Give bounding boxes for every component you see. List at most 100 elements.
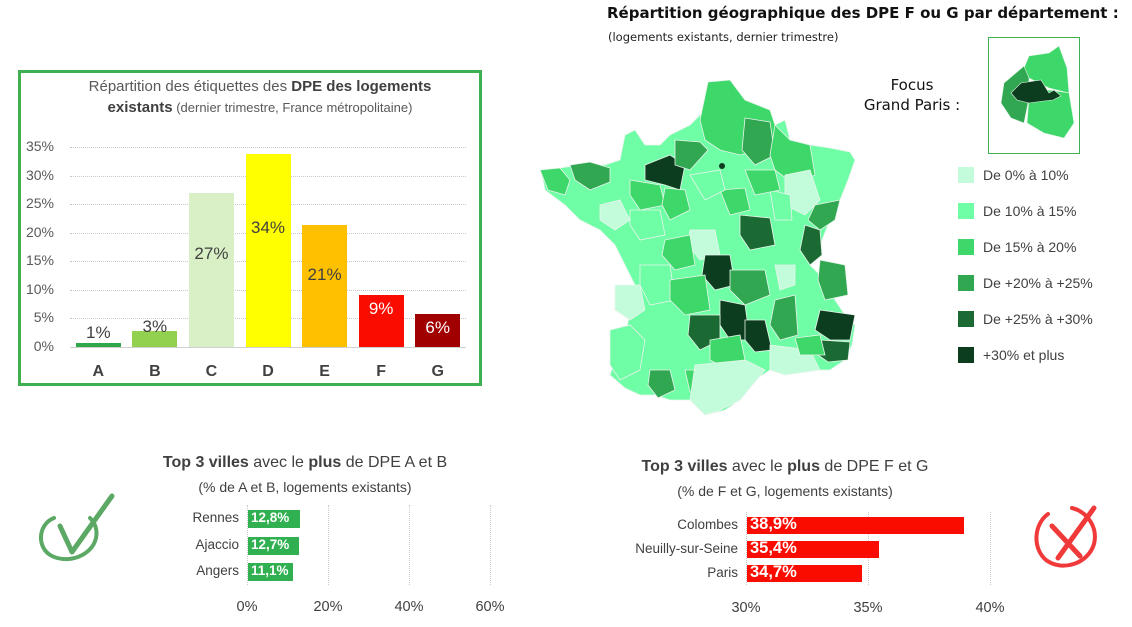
bar-label: 9% [368,299,394,318]
top-fg-title-mid: avec le [727,458,788,475]
map-region [674,139,709,171]
x-tick-label: 20% [313,599,343,615]
city-label: Rennes [192,510,239,525]
gridline [328,505,329,585]
focus-grand-paris-label: Focus Grand Paris : [852,75,972,115]
legend-swatch [958,311,974,327]
map-region [614,284,646,321]
bar-value-label: 12,8% [251,510,290,525]
x-category-label: G [431,363,444,380]
map-region [719,187,751,216]
hbar [248,510,300,528]
y-tick-label: 5% [33,309,54,326]
bar-value-label: 12,7% [251,536,290,552]
x-tick-label: 40% [394,599,424,615]
top-fg-title-end: de DPE F et G [819,458,929,475]
map-region [599,199,631,231]
y-tick-label: 15% [25,252,54,269]
gridline [70,147,466,148]
legend-label: +30% et plus [983,347,1065,363]
top-ab-title-bold1: Top 3 villes [162,454,249,471]
x-category-label: C [205,363,218,380]
bar-label: 3% [142,317,168,336]
bar-label: 21% [307,265,342,285]
inset-region-paris [1010,79,1062,104]
map-region [629,179,666,211]
x-category-label: E [319,363,330,380]
x-tick-label: 40% [975,600,1005,616]
focus-line1: Focus [890,76,934,94]
paris-dot [719,163,725,169]
map-region [661,187,691,221]
map-region [774,264,796,291]
top-ab-title-bold2: plus [308,454,342,471]
top-fg-subtitle: (% de F et G, logements existants) [677,483,893,499]
legend-label: De +25% à +30% [983,311,1093,327]
legend-item: +30% et plus [958,345,1064,365]
legend-swatch [958,275,974,291]
x-tick-label: 30% [731,600,761,616]
bar-A [75,343,121,347]
legend-label: De +20% à +25% [983,275,1093,291]
dpe-title-part2: (dernier trimestre, France métropolitain… [172,100,413,115]
map-title: Répartition géographique des DPE F ou G … [607,4,1119,22]
cross-icon [1034,505,1097,568]
bar-label: 6% [425,317,450,337]
map-region [629,209,666,241]
x-tick-label: 0% [236,599,258,615]
grand-paris-inset [988,37,1080,154]
hbar [747,565,862,582]
legend-swatch [958,347,974,363]
gridline [746,512,747,585]
bar-G [415,313,461,347]
france-map [539,79,856,416]
map-region [701,254,736,291]
map-region [729,269,771,306]
x-category-label: B [149,363,161,380]
legend-item: De +25% à +30% [958,309,1093,329]
top-fg-title-bold1: Top 3 villes [641,458,728,475]
y-tick-label: 25% [25,195,54,212]
legend-item: De 15% à 20% [958,237,1076,257]
map-subtitle: (logements existants, dernier trimestre) [608,30,839,44]
dpe-title-bold: DPE des logements existants [107,78,432,116]
x-category-label: F [376,363,387,380]
y-tick-label: 10% [25,280,54,297]
bar-F [358,295,404,347]
x-tick-label: 60% [475,599,505,615]
gridline [409,505,410,585]
bar-value-label: 38,9% [750,515,797,533]
bar-label: 1% [85,323,111,342]
legend-item: De 0% à 10% [958,165,1069,185]
gridline [247,505,248,585]
legend-label: De 15% à 20% [983,239,1077,255]
map-region [769,189,793,221]
map-region [689,169,726,201]
dpe-title-part1: Répartition des étiquettes des [88,78,292,95]
map-region [799,224,823,266]
map-region [569,161,611,191]
gridline [490,505,491,585]
y-tick-label: 35% [25,138,54,154]
legend-swatch [958,167,974,183]
x-category-label: A [92,363,105,380]
city-label: Paris [707,565,738,580]
top-ab-title-end: de DPE A et B [341,454,448,471]
map-region [807,199,841,231]
map-region [539,167,571,196]
legend-swatch [958,203,974,219]
map-region [769,294,799,341]
bar-label: 27% [194,243,229,263]
top-ab-title-mid: avec le [248,454,309,471]
map-region [647,369,676,399]
bar-value-label: 34,7% [750,563,797,581]
bar-B [132,331,178,347]
legend-label: De 0% à 10% [983,167,1069,183]
y-tick-label: 30% [25,166,54,183]
city-label: Angers [196,563,239,578]
bar-value-label: 11,1% [251,563,289,578]
top-fg-title: Top 3 villes avec le plus de DPE F et G [600,458,970,476]
map-region [689,359,766,416]
hbar [747,541,879,558]
bar-label: 34% [250,217,286,237]
